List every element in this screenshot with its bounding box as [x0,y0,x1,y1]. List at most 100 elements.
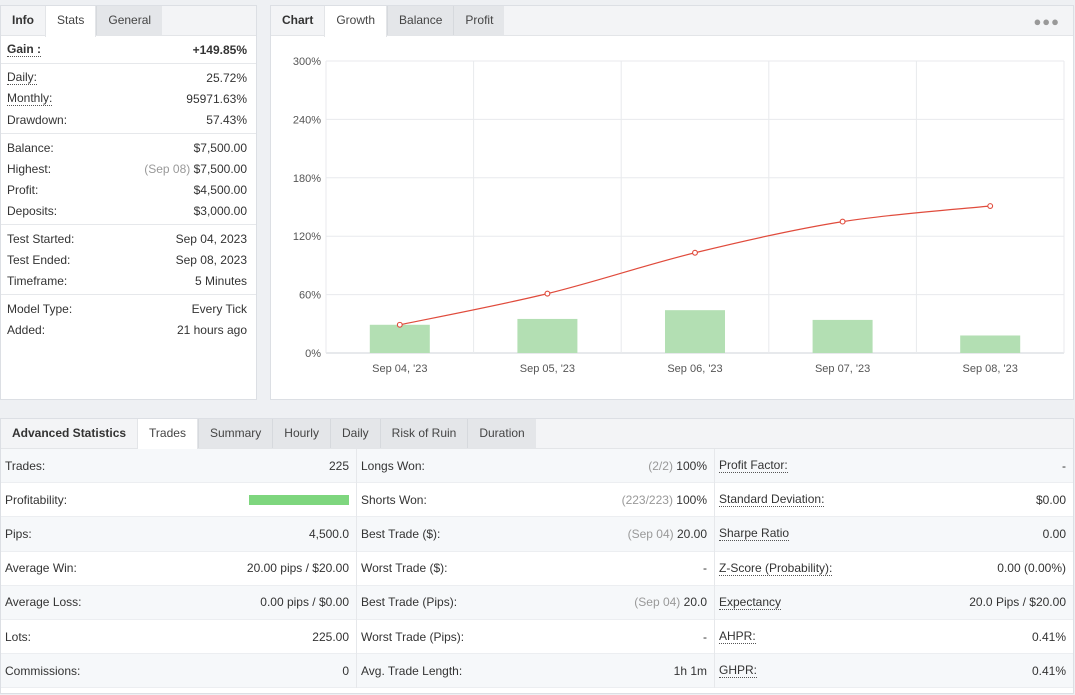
profit-label: Profit: [7,182,39,197]
stat-row-sharpe-ratio: Sharpe Ratio 0.00 [715,517,1073,552]
stat-row-z-score-probability: Z-Score (Probability): 0.00 (0.00%) [715,552,1073,586]
tab-trades[interactable]: Trades [137,419,198,450]
daily-label[interactable]: Daily: [7,70,38,85]
stat-value-ahpr: 0.41% [1031,629,1066,644]
drawdown-label: Drawdown: [7,112,68,127]
stat-label-expectancy[interactable]: Expectancy [719,594,782,610]
tab-balance[interactable]: Balance [387,6,454,35]
tab-risk-of-ruin[interactable]: Risk of Ruin [379,419,468,448]
tab-chart[interactable]: Chart [271,6,325,35]
daily-value: 25.72% [206,70,247,85]
stat-label-standard-deviation[interactable]: Standard Deviation: [719,492,825,508]
profit-row: Profit: $4,500.00 [1,179,256,200]
stat-label-ghpr[interactable]: GHPR: [719,663,758,679]
stat-value-best-trade-pips: (Sep 04) 20.0 [634,595,707,609]
growth-point [396,321,403,328]
tab-growth[interactable]: Growth [324,6,388,37]
stat-label-avg-trade-length: Avg. Trade Length: [361,663,463,678]
stat-row-avg-trade-length: Avg. Trade Length: 1h 1m [357,654,714,689]
stat-label-best-trade: Best Trade ($): [361,526,441,541]
stat-value-profitability [249,494,349,505]
drawdown-row: Drawdown: 57.43% [1,109,256,130]
stat-number-worst-trade: - [703,561,707,576]
stat-number-avg-trade-length: 1h 1m [673,663,707,678]
growth-bar [369,324,430,353]
chart-panel: Chart Growth Balance Profit ●●● 0% 60% 120… [270,5,1074,400]
stat-value-worst-trade: - [703,561,707,575]
tab-general[interactable]: General [96,6,163,35]
stat-row-best-trade-pips: Best Trade (Pips): (Sep 04) 20.0 [357,585,714,620]
stat-value-ghpr: 0.41% [1031,663,1066,678]
timeframe-value: 5 Minutes [194,273,247,288]
tab-summary[interactable]: Summary [197,419,273,448]
test-group: Test Started: Sep 04, 2023 Test Ended: S… [1,225,256,295]
stat-value-commissions: 0 [342,663,349,678]
balance-value: $7,500.00 [193,140,247,155]
model-type-row: Model Type: Every Tick [1,298,256,319]
x-tick-label: Sep 08, '23 [963,363,1018,375]
gain-value: +149.85% [192,42,247,57]
tab-profit[interactable]: Profit [453,6,505,35]
x-tick-label: Sep 07, '23 [815,363,870,375]
stat-label-ahpr[interactable]: AHPR: [719,629,756,645]
stat-label-commissions: Commissions: [5,663,81,678]
tab-advanced-statistics[interactable]: Advanced Statistics [1,419,138,448]
stat-value-worst-trade-pips: - [703,630,707,644]
monthly-label[interactable]: Monthly: [7,91,53,106]
stat-label-average-loss: Average Loss: [5,595,82,610]
stat-value-best-trade: (Sep 04) 20.00 [628,527,707,541]
info-tabs: Info Stats General [1,6,256,37]
stat-row-profit-factor: Profit Factor: - [715,449,1073,484]
tab-info[interactable]: Info [1,6,45,35]
stat-row-ghpr: GHPR: 0.41% [715,654,1073,689]
added-row: Added: 21 hours ago [1,319,256,340]
x-tick-label: Sep 04, '23 [372,363,427,375]
stat-value-lots: 225.00 [312,629,349,644]
stat-number-worst-trade-pips: - [703,629,707,644]
stat-row-average-win: Average Win: 20.00 pips / $20.00 [1,552,356,586]
stat-row-ahpr: AHPR: 0.41% [715,620,1073,655]
tab-hourly[interactable]: Hourly [272,419,330,448]
stat-value-average-win: 20.00 pips / $20.00 [246,561,349,576]
stat-label-sharpe-ratio[interactable]: Sharpe Ratio [719,526,790,542]
added-label: Added: [7,322,46,337]
more-dots-icon[interactable]: ●●● [1033,14,1060,29]
stat-number-shorts-won: 100% [676,492,707,507]
stat-label-average-win: Average Win: [5,561,77,576]
model-type-value: Every Tick [191,301,247,316]
stat-value-pips: 4,500.0 [308,526,349,541]
tab-duration[interactable]: Duration [467,419,536,448]
deposits-row: Deposits: $3,000.00 [1,200,256,221]
stat-value-profit-factor: - [1062,458,1066,473]
stat-label-trades: Trades: [5,458,46,473]
stats-column-trades: Trades: 225 Profitability: Pips: 4,500.0 Aver… [1,449,357,689]
stat-row-worst-trade-pips: Worst Trade (Pips): - [357,620,714,655]
stat-row-worst-trade: Worst Trade ($): - [357,552,714,586]
stat-label-z-score-probability[interactable]: Z-Score (Probability): [719,560,833,576]
y-tick-label: 240% [293,114,321,126]
chart-tabs: Chart Growth Balance Profit [271,6,1073,37]
stat-label-pips: Pips: [5,526,32,541]
stat-label-best-trade-pips: Best Trade (Pips): [361,595,458,610]
tab-daily[interactable]: Daily [329,419,380,448]
stats-column-ratios: Profit Factor: - Standard Deviation: $0.00 S… [715,449,1073,689]
test-started-label: Test Started: [7,231,75,246]
stat-label-profit-factor[interactable]: Profit Factor: [719,458,788,474]
test-ended-label: Test Ended: [7,252,71,267]
deposits-value: $3,000.00 [193,203,247,218]
stat-value-z-score-probability: 0.00 (0.00%) [997,561,1066,576]
stats-tabs: Advanced Statistics Trades Summary Hourl… [1,419,1073,450]
growth-bar [812,319,873,353]
gain-group: Gain : +149.85% [1,36,256,64]
y-tick-label: 0% [305,348,321,360]
y-tick-label: 120% [293,231,321,243]
stat-detail-best-trade: (Sep 04) [627,526,674,541]
x-tick-label: Sep 06, '23 [667,363,722,375]
tab-stats[interactable]: Stats [45,6,97,37]
stat-detail-best-trade-pips: (Sep 04) [634,595,681,610]
highest-label: Highest: [7,161,52,176]
gain-label[interactable]: Gain : [7,42,42,57]
stat-label-shorts-won: Shorts Won: [361,492,427,507]
model-group: Model Type: Every Tick Added: 21 hours a… [1,295,256,343]
stat-value-trades: 225 [328,458,349,473]
